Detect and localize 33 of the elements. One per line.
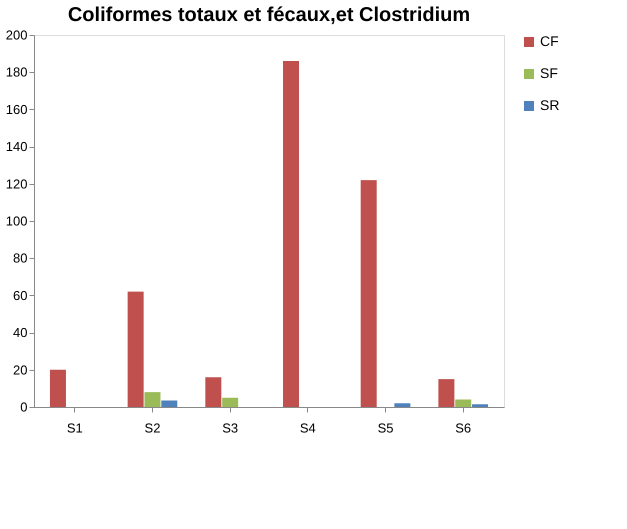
bar	[455, 400, 472, 407]
chart-title: Coliformes totaux et fécaux,et Clostridium	[68, 4, 470, 26]
legend-label: SR	[540, 97, 560, 113]
y-tick-label: 160	[6, 102, 28, 117]
x-tick-label: S6	[455, 420, 472, 436]
bar	[205, 377, 222, 407]
y-tick-label: 40	[13, 325, 28, 340]
y-tick-label: 100	[6, 214, 28, 228]
x-tick-label: S4	[300, 420, 316, 436]
bar	[472, 404, 488, 407]
y-tick-label: 0	[20, 400, 28, 414]
bar	[144, 392, 160, 407]
bar	[50, 370, 66, 407]
y-tick-label: 120	[6, 176, 28, 192]
bar	[128, 292, 144, 407]
legend-label: SF	[540, 65, 558, 81]
bar	[222, 398, 238, 407]
x-tick-label: S2	[144, 420, 160, 436]
y-tick-label: 60	[13, 288, 28, 303]
x-tick-label: S3	[222, 420, 238, 436]
x-tick-label: S5	[378, 420, 394, 436]
y-tick-label: 180	[6, 64, 28, 80]
legend-label: CF	[540, 33, 559, 49]
bar	[161, 400, 178, 407]
y-tick-label: 200	[6, 28, 28, 42]
x-tick-label: S1	[66, 420, 83, 436]
bar	[438, 379, 454, 407]
y-tick-label: 140	[6, 139, 28, 154]
bar	[360, 180, 377, 407]
bar	[283, 61, 300, 407]
bar	[394, 403, 410, 407]
y-tick-label: 80	[13, 250, 28, 266]
y-tick-label: 20	[13, 362, 28, 378]
